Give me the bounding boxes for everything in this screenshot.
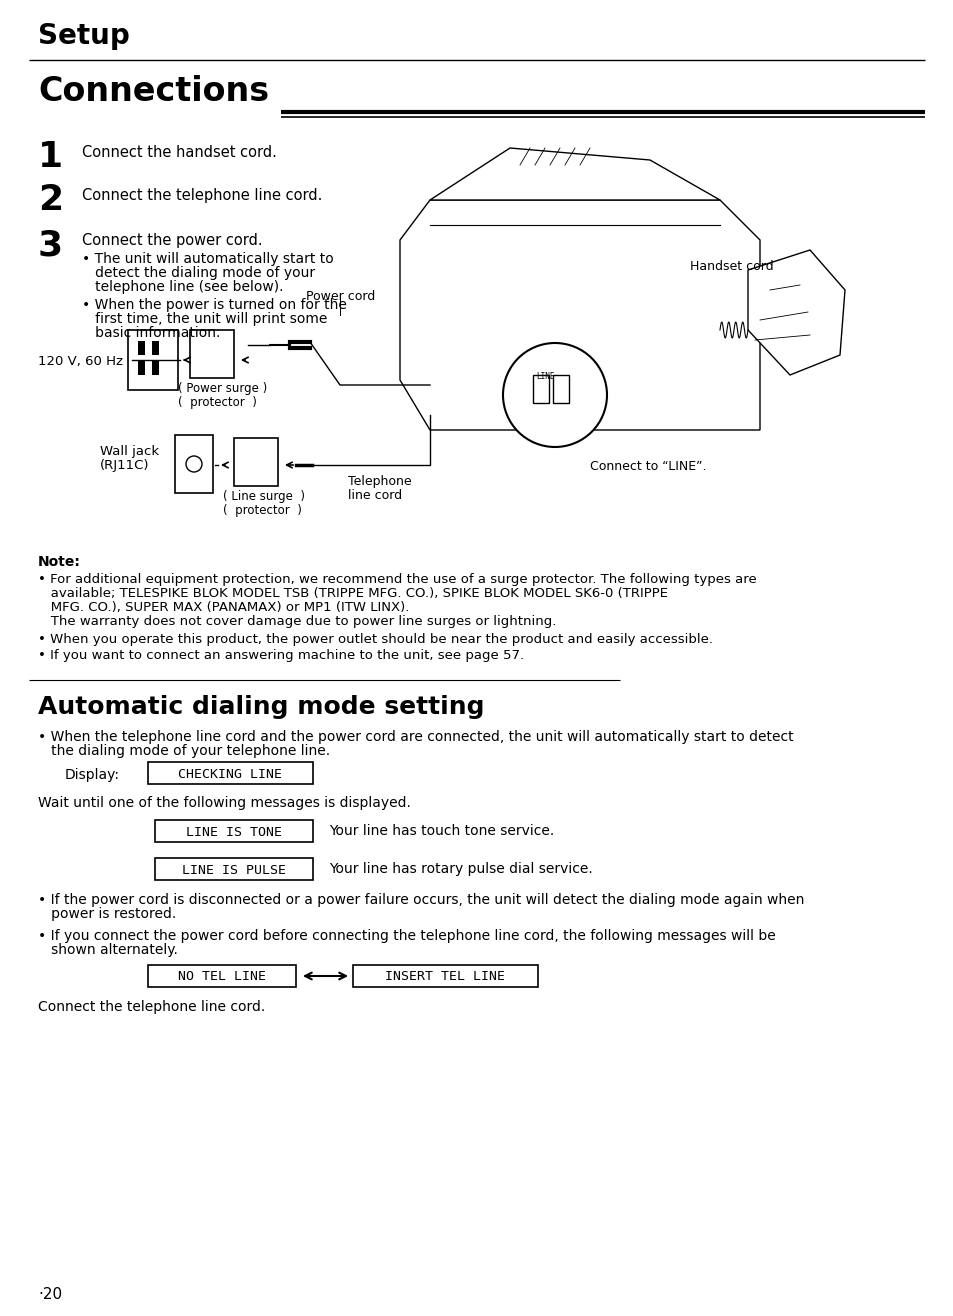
Text: ( Power surge ): ( Power surge ) bbox=[178, 382, 267, 395]
Text: ·20: ·20 bbox=[38, 1287, 62, 1302]
Polygon shape bbox=[747, 250, 844, 375]
Text: LINE: LINE bbox=[536, 372, 554, 382]
Text: • For additional equipment protection, we recommend the use of a surge protector: • For additional equipment protection, w… bbox=[38, 572, 756, 586]
Text: the dialing mode of your telephone line.: the dialing mode of your telephone line. bbox=[38, 744, 330, 758]
Bar bbox=[128, 330, 178, 390]
Text: • If you connect the power cord before connecting the telephone line cord, the f: • If you connect the power cord before c… bbox=[38, 929, 775, 944]
Text: ( Line surge  ): ( Line surge ) bbox=[223, 490, 305, 503]
Bar bbox=[148, 965, 295, 987]
Text: • If the power cord is disconnected or a power failure occurs, the unit will det: • If the power cord is disconnected or a… bbox=[38, 894, 803, 907]
Text: detect the dialing mode of your: detect the dialing mode of your bbox=[82, 266, 314, 280]
Text: power is restored.: power is restored. bbox=[38, 907, 176, 921]
Bar bbox=[148, 762, 313, 784]
Bar bbox=[138, 341, 145, 355]
Text: INSERT TEL LINE: INSERT TEL LINE bbox=[385, 970, 505, 983]
Text: first time, the unit will print some: first time, the unit will print some bbox=[82, 312, 327, 326]
Text: NO TEL LINE: NO TEL LINE bbox=[178, 970, 266, 983]
Text: Connect the handset cord.: Connect the handset cord. bbox=[82, 145, 276, 161]
Bar bbox=[152, 361, 159, 375]
Bar bbox=[174, 436, 213, 494]
Text: • If you want to connect an answering machine to the unit, see page 57.: • If you want to connect an answering ma… bbox=[38, 649, 523, 662]
Text: Your line has rotary pulse dial service.: Your line has rotary pulse dial service. bbox=[329, 862, 592, 876]
Text: shown alternately.: shown alternately. bbox=[38, 944, 177, 957]
Text: Wall jack: Wall jack bbox=[100, 445, 159, 458]
Bar bbox=[152, 341, 159, 355]
Text: 1: 1 bbox=[38, 139, 63, 174]
Bar bbox=[553, 375, 568, 403]
Text: • When you operate this product, the power outlet should be near the product and: • When you operate this product, the pow… bbox=[38, 633, 712, 646]
Bar bbox=[353, 965, 537, 987]
Text: MFG. CO.), SUPER MAX (PANAMAX) or MP1 (ITW LINX).: MFG. CO.), SUPER MAX (PANAMAX) or MP1 (I… bbox=[38, 601, 409, 615]
Bar bbox=[154, 858, 313, 880]
Bar bbox=[233, 438, 277, 486]
Text: telephone line (see below).: telephone line (see below). bbox=[82, 280, 283, 293]
Text: Handset cord: Handset cord bbox=[689, 261, 773, 272]
Bar bbox=[190, 330, 233, 378]
Text: 3: 3 bbox=[38, 228, 63, 262]
Text: 120 V, 60 Hz: 120 V, 60 Hz bbox=[38, 355, 123, 368]
Text: Telephone: Telephone bbox=[348, 475, 411, 488]
Text: basic information.: basic information. bbox=[82, 326, 220, 340]
Text: LINE IS TONE: LINE IS TONE bbox=[186, 825, 282, 838]
Text: Connect to “LINE”.: Connect to “LINE”. bbox=[589, 461, 706, 472]
Text: Power cord: Power cord bbox=[306, 290, 375, 303]
Text: Connections: Connections bbox=[38, 75, 269, 108]
Text: The warranty does not cover damage due to power line surges or lightning.: The warranty does not cover damage due t… bbox=[38, 615, 556, 628]
Bar bbox=[138, 361, 145, 375]
Text: • When the telephone line cord and the power cord are connected, the unit will a: • When the telephone line cord and the p… bbox=[38, 730, 793, 744]
Text: Note:: Note: bbox=[38, 555, 81, 569]
Polygon shape bbox=[430, 147, 720, 200]
Bar bbox=[533, 375, 548, 403]
Text: Automatic dialing mode setting: Automatic dialing mode setting bbox=[38, 695, 484, 719]
Text: Your line has touch tone service.: Your line has touch tone service. bbox=[329, 824, 554, 838]
Text: available; TELESPIKE BLOK MODEL TSB (TRIPPE MFG. CO.), SPIKE BLOK MODEL SK6-0 (T: available; TELESPIKE BLOK MODEL TSB (TRI… bbox=[38, 587, 667, 600]
Text: (RJ11C): (RJ11C) bbox=[100, 459, 150, 472]
Text: (  protector  ): ( protector ) bbox=[223, 504, 301, 517]
Text: Connect the power cord.: Connect the power cord. bbox=[82, 233, 262, 247]
Text: 2: 2 bbox=[38, 183, 63, 217]
Text: Setup: Setup bbox=[38, 22, 130, 50]
Polygon shape bbox=[399, 200, 760, 430]
Text: line cord: line cord bbox=[348, 490, 402, 501]
Text: Display:: Display: bbox=[65, 769, 120, 782]
Text: Connect the telephone line cord.: Connect the telephone line cord. bbox=[38, 1000, 265, 1015]
Text: • The unit will automatically start to: • The unit will automatically start to bbox=[82, 251, 334, 266]
Circle shape bbox=[502, 343, 606, 447]
Bar bbox=[154, 820, 313, 842]
Text: Connect the telephone line cord.: Connect the telephone line cord. bbox=[82, 188, 322, 203]
Text: Wait until one of the following messages is displayed.: Wait until one of the following messages… bbox=[38, 796, 411, 811]
Text: (  protector  ): ( protector ) bbox=[178, 396, 256, 409]
Text: • When the power is turned on for the: • When the power is turned on for the bbox=[82, 297, 347, 312]
Text: CHECKING LINE: CHECKING LINE bbox=[178, 767, 282, 780]
Text: LINE IS PULSE: LINE IS PULSE bbox=[182, 863, 286, 876]
